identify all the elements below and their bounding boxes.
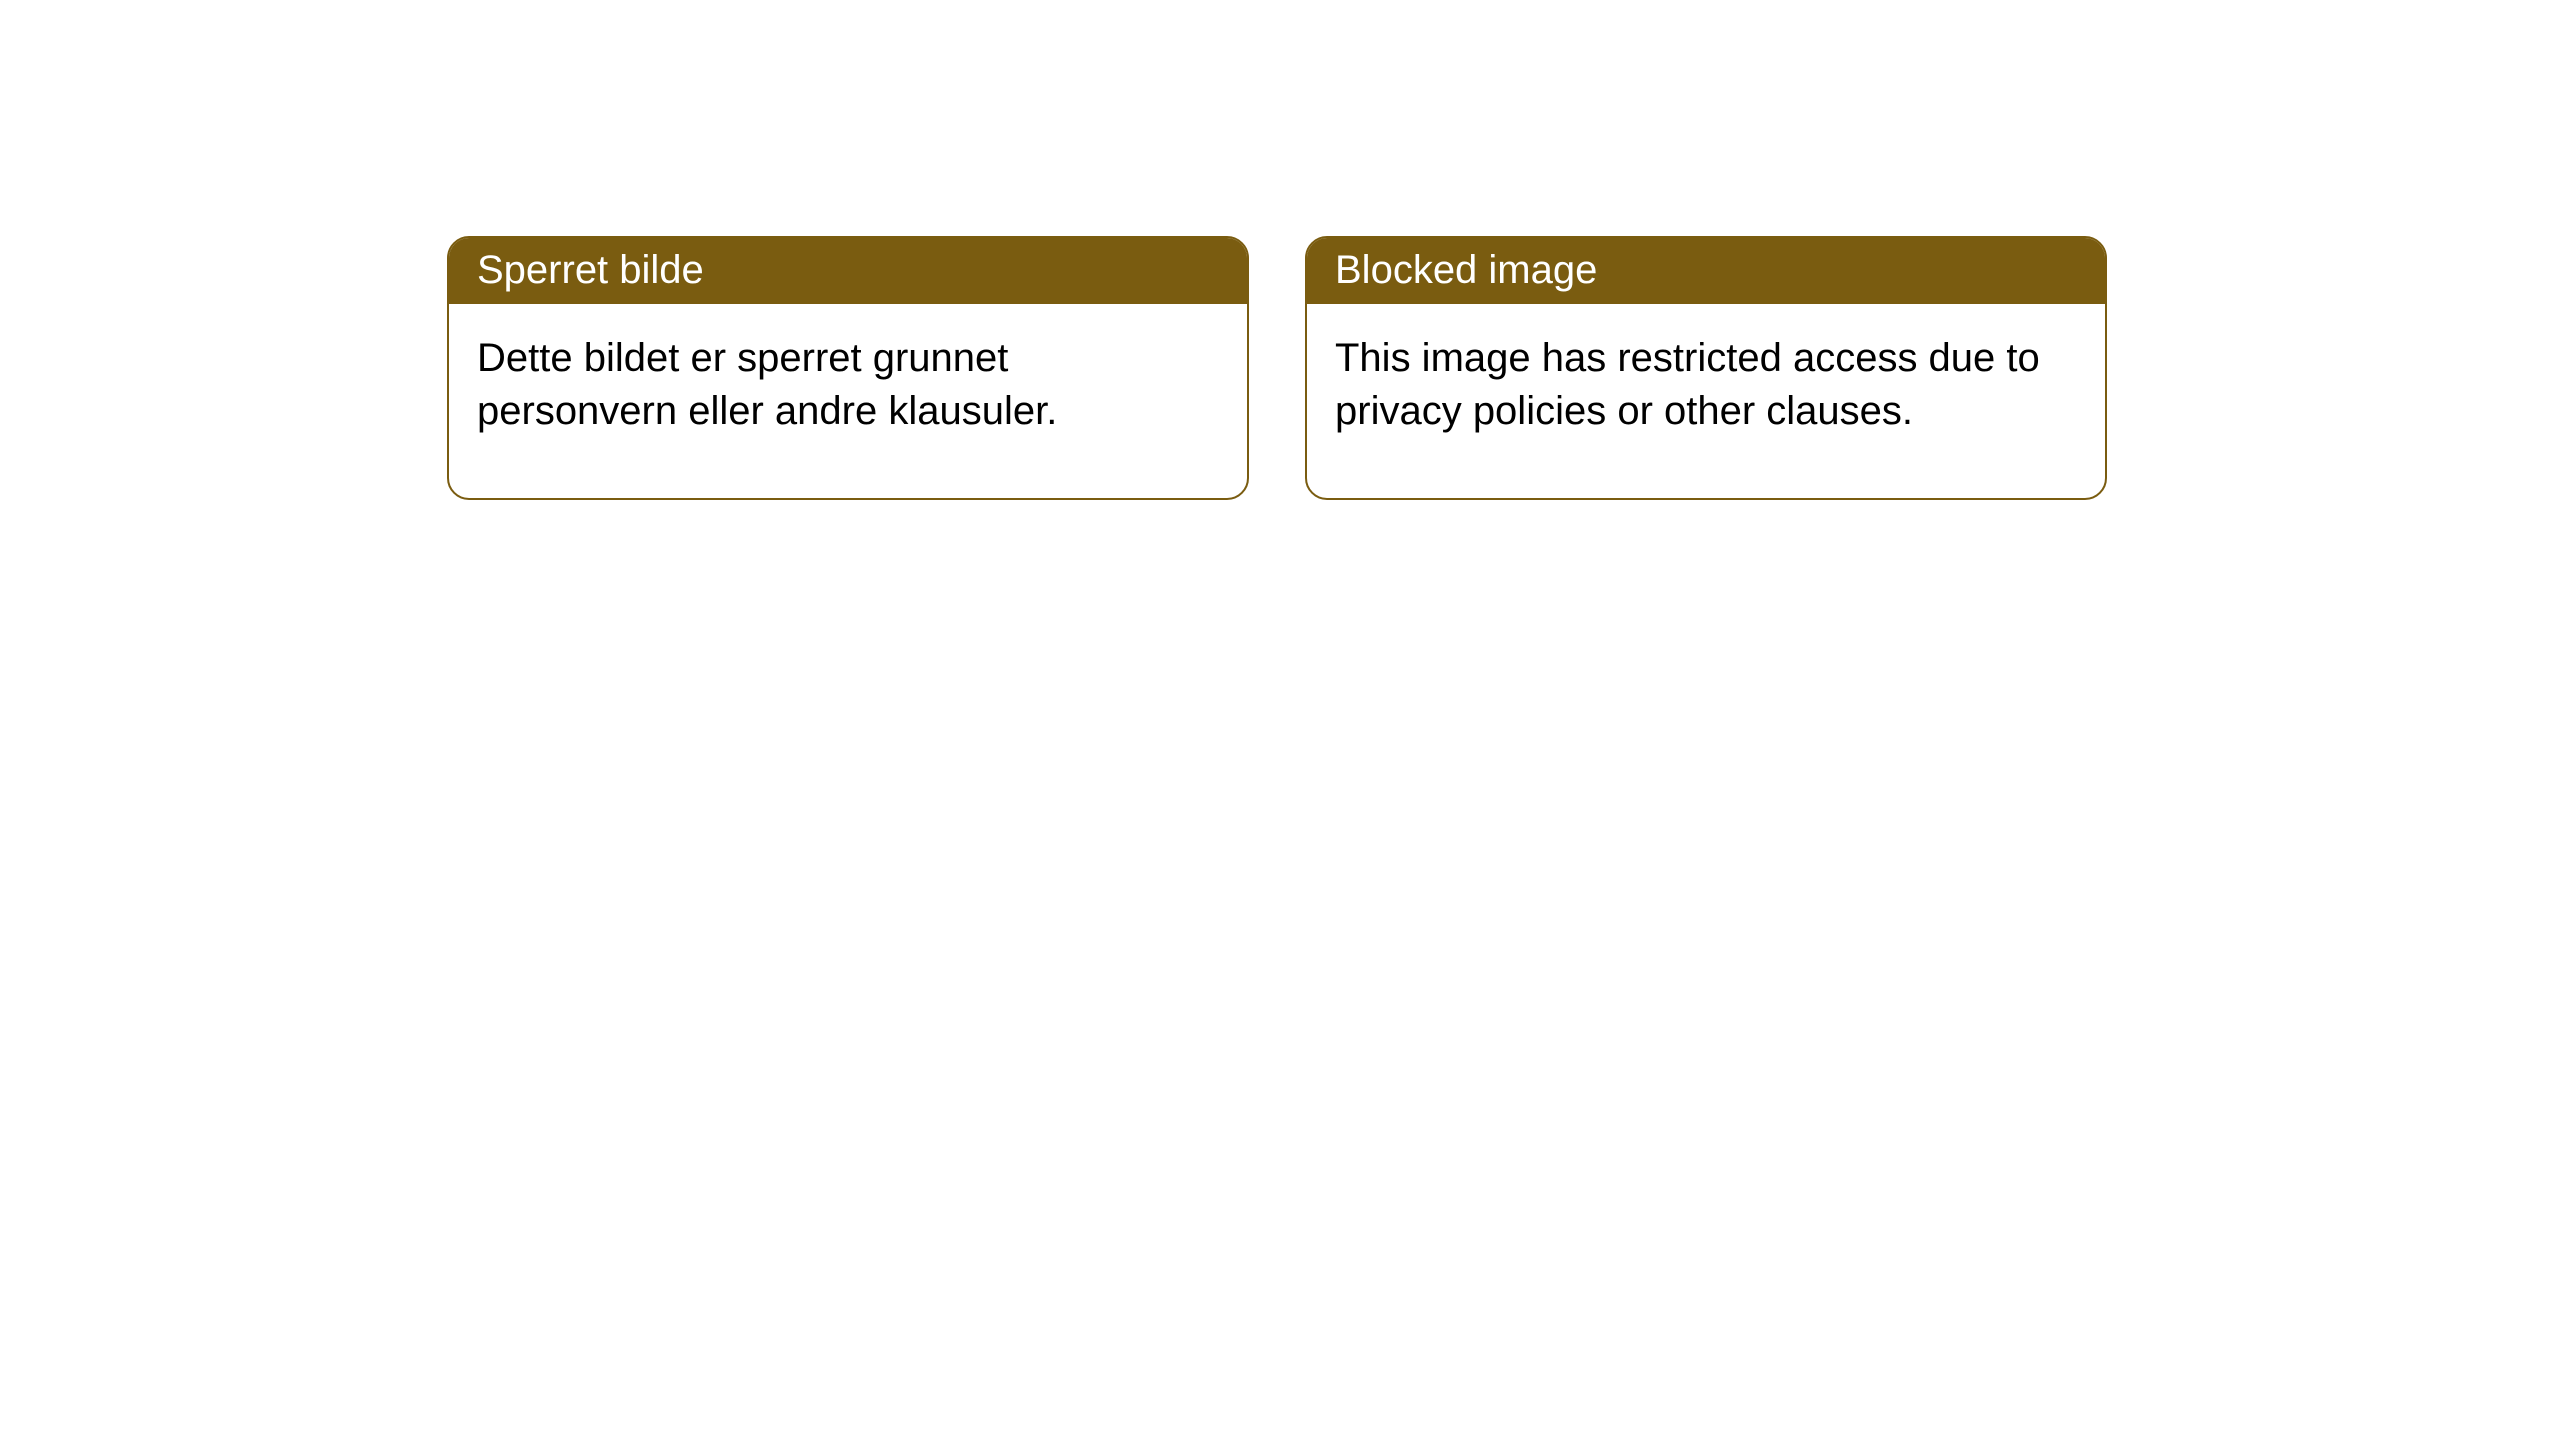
notice-card-en: Blocked image This image has restricted … <box>1305 236 2107 500</box>
notice-card-header-no: Sperret bilde <box>449 238 1247 304</box>
notice-card-header-en: Blocked image <box>1307 238 2105 304</box>
notice-card-no: Sperret bilde Dette bildet er sperret gr… <box>447 236 1249 500</box>
notice-cards-container: Sperret bilde Dette bildet er sperret gr… <box>0 0 2560 500</box>
notice-body-text-en: This image has restricted access due to … <box>1335 336 2040 433</box>
notice-title-en: Blocked image <box>1335 248 1597 292</box>
notice-body-text-no: Dette bildet er sperret grunnet personve… <box>477 336 1057 433</box>
notice-title-no: Sperret bilde <box>477 248 704 292</box>
notice-card-body-no: Dette bildet er sperret grunnet personve… <box>449 304 1247 498</box>
notice-card-body-en: This image has restricted access due to … <box>1307 304 2105 498</box>
